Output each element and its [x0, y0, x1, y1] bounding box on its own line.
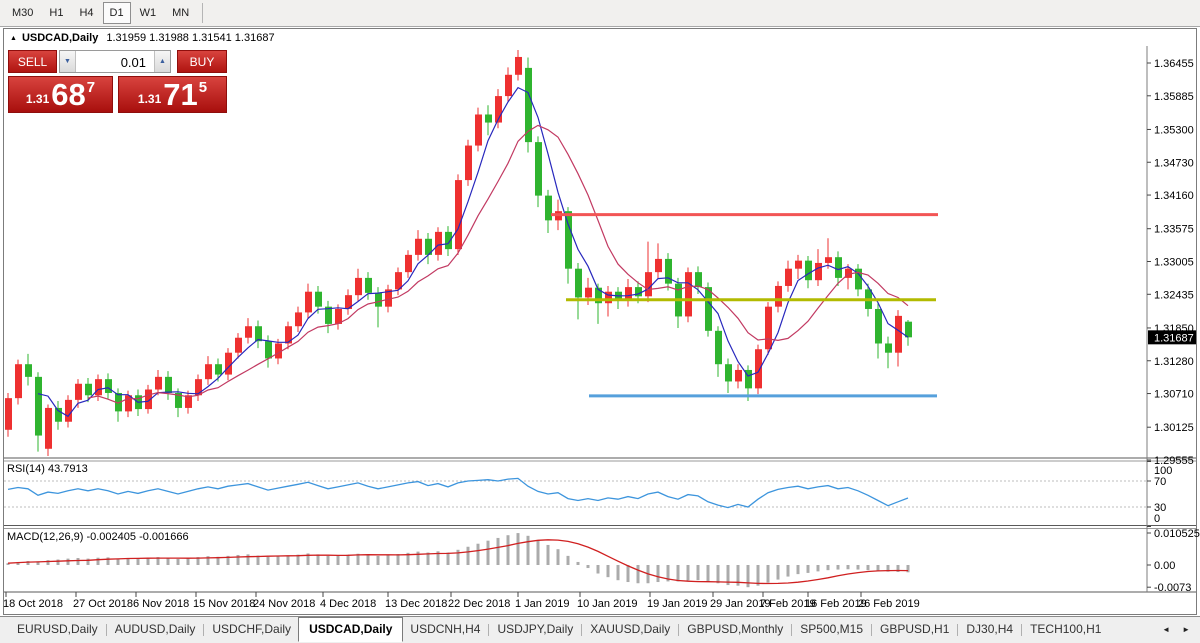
- chart-tab-audusd-daily[interactable]: AUDUSD,Daily: [114, 622, 196, 636]
- volume-stepper: ▼ 0.01 ▲: [59, 50, 171, 73]
- time-axis-label: 18 Oct 2018: [3, 598, 63, 610]
- volume-input[interactable]: 0.01: [76, 51, 154, 72]
- current-price-badge: [1148, 330, 1196, 345]
- chart-tab-usdcad-daily[interactable]: USDCAD,Daily: [298, 617, 404, 642]
- macd-scale-label: 0.00: [1154, 560, 1175, 572]
- tab-separator: [488, 624, 490, 636]
- time-axis-label: 27 Oct 2018: [73, 598, 133, 610]
- timeframe-button-w1[interactable]: W1: [139, 7, 157, 19]
- price-tick-label: 1.33005: [1154, 257, 1194, 269]
- time-axis-label: 15 Nov 2018: [193, 598, 255, 610]
- down-arrow-icon: ▼: [64, 58, 71, 65]
- time-axis-label: 7 Feb 2019: [760, 598, 816, 610]
- time-axis-label: 22 Dec 2018: [448, 598, 510, 610]
- tab-separator: [871, 624, 873, 636]
- rsi-scale-label: 100: [1154, 465, 1172, 477]
- current-price-text: 1.31687: [1154, 332, 1194, 344]
- chart-tab-xauusd-daily[interactable]: XAUUSD,Daily: [590, 622, 671, 636]
- time-axis-label: 16 Feb 2019: [805, 598, 867, 610]
- macd-scale-label: 0.010525: [1154, 528, 1200, 540]
- rsi-line: [7, 477, 909, 509]
- chart-title-ohlc: 1.31959 1.31988 1.31541 1.31687: [106, 32, 275, 44]
- tab-separator: [957, 624, 959, 636]
- sell-price-display[interactable]: 1.31 68 7: [8, 76, 113, 113]
- sell-price-pip: 7: [86, 79, 96, 96]
- timeframe-button-d1[interactable]: D1: [102, 2, 131, 24]
- chart-tab-tech100-h1[interactable]: TECH100,H1: [1030, 622, 1102, 636]
- tab-separator: [678, 624, 680, 636]
- price-tick-label: 1.29555: [1154, 455, 1194, 467]
- macd-signal-line: [7, 539, 909, 585]
- ma-fast-line: [37, 86, 909, 418]
- chart-tab-gbpusd-h1[interactable]: GBPUSD,H1: [880, 622, 950, 636]
- time-axis-label: 13 Dec 2018: [385, 598, 447, 610]
- price-tick-label: 1.36455: [1154, 58, 1194, 70]
- timeframe-button-h4[interactable]: H4: [79, 7, 94, 19]
- price-tick-label: 1.34160: [1154, 190, 1194, 202]
- tab-scroll-left-icon[interactable]: ◄: [1162, 625, 1171, 634]
- sell-price-main: 68: [51, 77, 86, 112]
- chart-tab-bar: EURUSD,Daily AUDUSD,Daily USDCHF,Daily USDC…: [0, 616, 1200, 643]
- macd-histogram: [6, 533, 910, 588]
- buy-button[interactable]: BUY: [177, 50, 227, 73]
- rsi-scale-label: 0: [1154, 513, 1160, 525]
- buy-price-display[interactable]: 1.31 71 5: [118, 76, 227, 113]
- timeframe-toolbar: M30 H1 H4 D1 W1 MN: [0, 0, 1200, 27]
- chart-tab-eurusd-daily[interactable]: EURUSD,Daily: [17, 622, 98, 636]
- sell-price-prefix: 1.31: [25, 92, 50, 106]
- price-tick-label: 1.30125: [1154, 422, 1194, 434]
- chart-tab-sp500-m15[interactable]: SP500,M15: [800, 622, 864, 636]
- time-axis-label: 24 Nov 2018: [253, 598, 315, 610]
- timeframe-button-h1[interactable]: H1: [49, 7, 64, 19]
- ma-slow-line: [87, 124, 909, 404]
- tab-separator: [105, 624, 107, 636]
- buy-price-prefix: 1.31: [137, 92, 162, 106]
- toolbar-separator: [202, 3, 204, 23]
- time-axis-label: 10 Jan 2019: [577, 598, 638, 610]
- price-tick-label: 1.33575: [1154, 224, 1194, 236]
- time-axis-label: 1 Jan 2019: [515, 598, 569, 610]
- macd-label: MACD(12,26,9) -0.002405 -0.001666: [7, 531, 189, 543]
- buy-price-main: 71: [163, 77, 198, 112]
- time-axis-label: 29 Jan 2019: [710, 598, 771, 610]
- collapse-triangle-icon[interactable]: ▲: [10, 34, 17, 42]
- buy-price-pip: 5: [198, 79, 208, 96]
- volume-increase-button[interactable]: ▲: [154, 51, 170, 72]
- price-tick-label: 1.30710: [1154, 389, 1194, 401]
- price-tick-label: 1.31280: [1154, 356, 1194, 368]
- volume-decrease-button[interactable]: ▼: [60, 51, 76, 72]
- tab-scroll-right-icon[interactable]: ►: [1182, 625, 1190, 634]
- price-tick-label: 1.32435: [1154, 289, 1194, 301]
- tab-separator: [203, 624, 205, 636]
- tab-separator: [791, 624, 793, 636]
- time-axis-label: 6 Nov 2018: [133, 598, 189, 610]
- chart-title-symbol: USDCAD,Daily: [21, 32, 99, 44]
- chart-tab-usdjpy-daily[interactable]: USDJPY,Daily: [497, 622, 574, 636]
- macd-scale-label: -0.0073: [1154, 582, 1191, 594]
- time-axis-label: 4 Dec 2018: [320, 598, 376, 610]
- sell-button[interactable]: SELL: [8, 50, 57, 73]
- up-arrow-icon: ▲: [159, 58, 166, 65]
- tab-scroll-arrows: ◄ ►: [1162, 617, 1190, 634]
- rsi-scale-label: 70: [1154, 476, 1166, 488]
- time-axis-label: 19 Jan 2019: [647, 598, 708, 610]
- timeframe-button-m30[interactable]: M30: [12, 7, 34, 19]
- rsi-scale-label: 30: [1154, 502, 1166, 514]
- chart-tab-gbpusd-monthly[interactable]: GBPUSD,Monthly: [687, 622, 784, 636]
- price-tick-label: 1.35300: [1154, 124, 1194, 136]
- tab-separator: [581, 624, 583, 636]
- chart-window-titlebar: ▲ USDCAD,Daily 1.31959 1.31988 1.31541 1…: [5, 31, 1145, 45]
- one-click-trading-panel: SELL ▼ 0.01 ▲ BUY 1.31 68 7 1.31 71 5: [8, 50, 227, 113]
- chart-tab-usdcnh-h4[interactable]: USDCNH,H4: [410, 622, 481, 636]
- timeframe-button-mn[interactable]: MN: [172, 7, 190, 19]
- chart-tab-usdchf-daily[interactable]: USDCHF,Daily: [212, 622, 292, 636]
- rsi-label: RSI(14) 43.7913: [7, 463, 88, 475]
- chart-tab-dj30-h4[interactable]: DJ30,H4: [966, 622, 1014, 636]
- tab-separator: [1021, 624, 1023, 636]
- price-tick-label: 1.34730: [1154, 157, 1194, 169]
- price-tick-label: 1.35885: [1154, 91, 1194, 103]
- time-axis-label: 26 Feb 2019: [858, 598, 920, 610]
